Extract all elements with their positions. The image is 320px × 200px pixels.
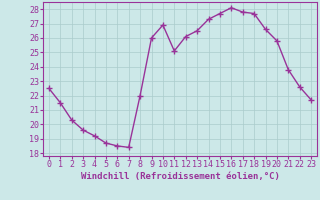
X-axis label: Windchill (Refroidissement éolien,°C): Windchill (Refroidissement éolien,°C) <box>81 172 279 181</box>
